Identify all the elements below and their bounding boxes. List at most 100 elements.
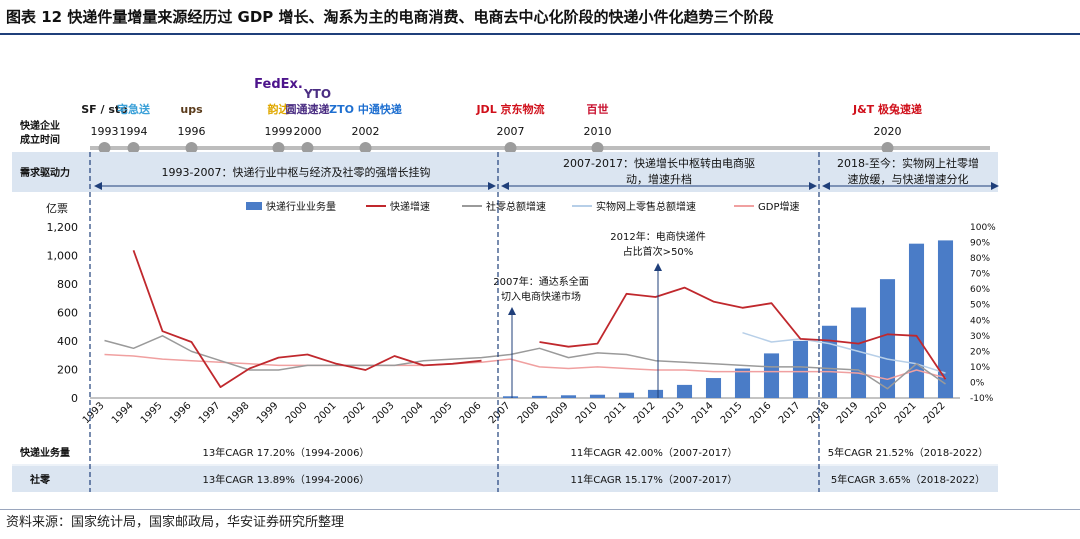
bar-2008 <box>531 395 548 398</box>
right-tick-label: 0% <box>970 378 985 388</box>
left-tick-label: 0 <box>71 392 78 405</box>
timeline-dot-1999 <box>272 142 285 154</box>
figure-title: 图表 12 快递件量增量来源经历过 GDP 增长、淘系为主的电商消费、电商去中心… <box>6 8 774 26</box>
timeline-logo-1996: ups <box>180 103 203 116</box>
phase-3-line-1: 2018-至今：实物网上社零增 <box>837 156 979 170</box>
left-axis-unit: 亿票 <box>46 202 68 215</box>
cagr-express-row-bg <box>12 439 998 465</box>
x-tick-label: 2002 <box>342 400 368 426</box>
timeline-year-2000: 2000 <box>294 125 322 138</box>
phase-2-line-2: 动，增速升档 <box>626 172 692 186</box>
timeline-year-2002: 2002 <box>352 125 380 138</box>
timeline-dot-2000 <box>301 142 314 154</box>
line-express-segment-0 <box>132 249 482 389</box>
right-tick-label: 10% <box>970 363 990 373</box>
left-tick-label: 1,000 <box>47 250 79 263</box>
right-tick-label: -10% <box>970 394 994 404</box>
right-tick-label: 50% <box>970 301 990 311</box>
right-tick-label: 80% <box>970 254 990 264</box>
cagr-retail-phase-1: 13年CAGR 13.89%（1994-2006） <box>203 473 370 486</box>
bar-2017 <box>792 340 809 398</box>
left-tick-label: 1,200 <box>47 221 79 234</box>
timeline-logo-2002: ZTO 中通快递 <box>329 102 402 116</box>
right-tick-label: 70% <box>970 270 990 280</box>
cagr-express-phase-3: 5年CAGR 21.52%（2018-2022） <box>828 446 989 459</box>
right-tick-label: 100% <box>970 223 996 233</box>
timeline-logo-1994: 宅急送 <box>117 102 151 116</box>
legend-label-gdp: GDP增速 <box>758 200 799 213</box>
timeline-logo-2020: J&T 极兔速递 <box>852 102 922 116</box>
timeline-dot-1996 <box>185 142 198 154</box>
timeline-dot-2002 <box>359 142 372 154</box>
legend-label-express: 快递增速 <box>390 200 430 213</box>
timeline-year-1993: 1993 <box>91 125 119 138</box>
x-tick-label: 2012 <box>632 400 658 426</box>
timeline-dot-1994 <box>127 142 140 154</box>
phase-2-line-1: 2007-2017：快递增长中枢转由电商驱 <box>563 156 755 170</box>
legend-swatch-bar <box>246 202 262 210</box>
bar-2012 <box>647 389 664 398</box>
bar-2010 <box>589 394 606 398</box>
source-note: 资料来源：国家统计局，国家邮政局，华安证券研究所整理 <box>6 515 345 530</box>
legend-label-online: 实物网上零售总额增速 <box>596 200 696 213</box>
x-tick-label: 1998 <box>226 400 252 426</box>
right-tick-label: 40% <box>970 316 990 326</box>
left-tick-label: 200 <box>57 364 78 377</box>
right-tick-label: 60% <box>970 285 990 295</box>
left-tick-label: 400 <box>57 335 78 348</box>
x-tick-label: 1994 <box>110 400 136 426</box>
cagr-express-phase-2: 11年CAGR 42.00%（2007-2017） <box>571 446 738 459</box>
x-tick-label: 2013 <box>661 400 687 426</box>
bar-2018 <box>821 325 838 398</box>
x-tick-label: 1996 <box>168 400 194 426</box>
phase-1-text: 1993-2007：快递行业中枢与经济及社零的强增长挂钩 <box>162 165 431 179</box>
timeline-row-label-1: 快递企业 <box>19 119 60 132</box>
bar-2022 <box>937 240 954 398</box>
bar-2007 <box>502 396 519 398</box>
right-tick-label: 20% <box>970 347 990 357</box>
bar-2019 <box>850 307 867 398</box>
bar-2013 <box>676 384 693 398</box>
left-tick-label: 800 <box>57 278 78 291</box>
cagr-retail-phase-3: 5年CAGR 3.65%（2018-2022） <box>831 473 985 486</box>
bar-2016 <box>763 353 780 398</box>
cagr-express-label: 快递业务量 <box>19 446 70 459</box>
x-tick-label: 2008 <box>516 400 542 426</box>
x-tick-label: 2022 <box>922 400 948 426</box>
timeline-year-2010: 2010 <box>584 125 612 138</box>
timeline-dot-2007 <box>504 142 517 154</box>
plot-area: 0 200 400 600 800 1,000 1,200 -10% 0% 10% 20% 30% 4… <box>47 221 997 426</box>
bar-2011 <box>618 392 635 398</box>
timeline-row-label-2: 成立时间 <box>20 133 60 146</box>
x-tick-label: 2017 <box>777 400 803 426</box>
cagr-retail-row-bg <box>12 466 998 492</box>
timeline-logo-2000: 圆通速递 <box>286 102 330 116</box>
phase-dividers <box>89 152 820 492</box>
bar-2021 <box>908 243 925 398</box>
timeline-logo-1999: 韵达 <box>268 102 290 116</box>
x-tick-label: 2000 <box>284 400 310 426</box>
bar-2015 <box>734 368 751 398</box>
x-tick-label: 2021 <box>893 400 919 426</box>
x-tick-label: 1995 <box>139 400 165 426</box>
figure-canvas: 快递企业 成立时间 1993 SF / sto 1994 宅急送 1996 ups 1999… <box>12 77 999 492</box>
legend-label-retail: 社零总额增速 <box>486 200 546 213</box>
cagr-express-phase-1: 13年CAGR 17.20%（1994-2006） <box>203 446 370 459</box>
x-tick-label: 2019 <box>835 400 861 426</box>
x-tick-label: 2004 <box>400 400 426 426</box>
left-tick-label: 600 <box>57 307 78 320</box>
timeline: 快递企业 成立时间 1993 SF / sto 1994 宅急送 1996 ups 1999… <box>19 77 990 154</box>
line-retail-segment-0 <box>104 335 946 390</box>
bar-2009 <box>560 395 577 398</box>
timeline-dot-2010 <box>591 142 604 154</box>
timeline-logo-1993: SF / sto <box>81 103 128 116</box>
source-rule <box>0 509 1080 510</box>
timeline-year-1999: 1999 <box>265 125 293 138</box>
cagr-retail-phase-2: 11年CAGR 15.17%（2007-2017） <box>571 473 738 486</box>
x-tick-label: 2014 <box>690 400 716 426</box>
fedex-logo: FedEx. <box>254 77 303 92</box>
x-tick-label: 2015 <box>719 400 745 426</box>
right-tick-label: 90% <box>970 239 990 249</box>
x-tick-label: 2003 <box>371 400 397 426</box>
x-tick-label: 2001 <box>313 400 339 426</box>
